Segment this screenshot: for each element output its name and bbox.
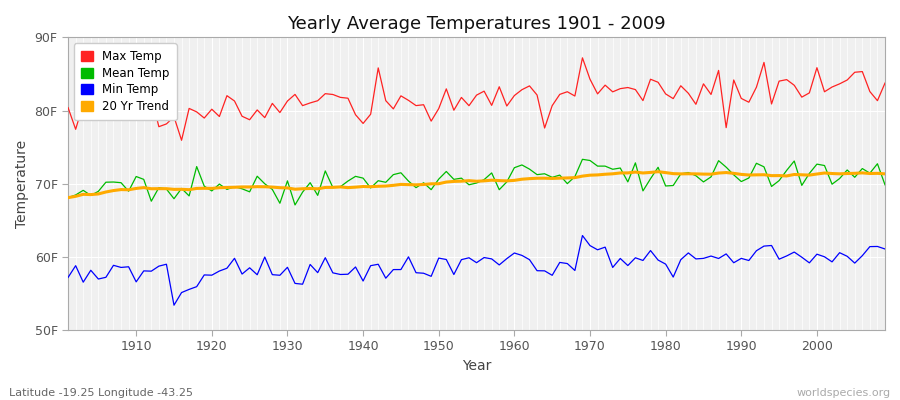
- Legend: Max Temp, Mean Temp, Min Temp, 20 Yr Trend: Max Temp, Mean Temp, Min Temp, 20 Yr Tre…: [74, 43, 176, 120]
- Y-axis label: Temperature: Temperature: [15, 140, 29, 228]
- Title: Yearly Average Temperatures 1901 - 2009: Yearly Average Temperatures 1901 - 2009: [287, 15, 666, 33]
- Text: worldspecies.org: worldspecies.org: [796, 388, 891, 398]
- X-axis label: Year: Year: [462, 359, 491, 373]
- Text: Latitude -19.25 Longitude -43.25: Latitude -19.25 Longitude -43.25: [9, 388, 193, 398]
